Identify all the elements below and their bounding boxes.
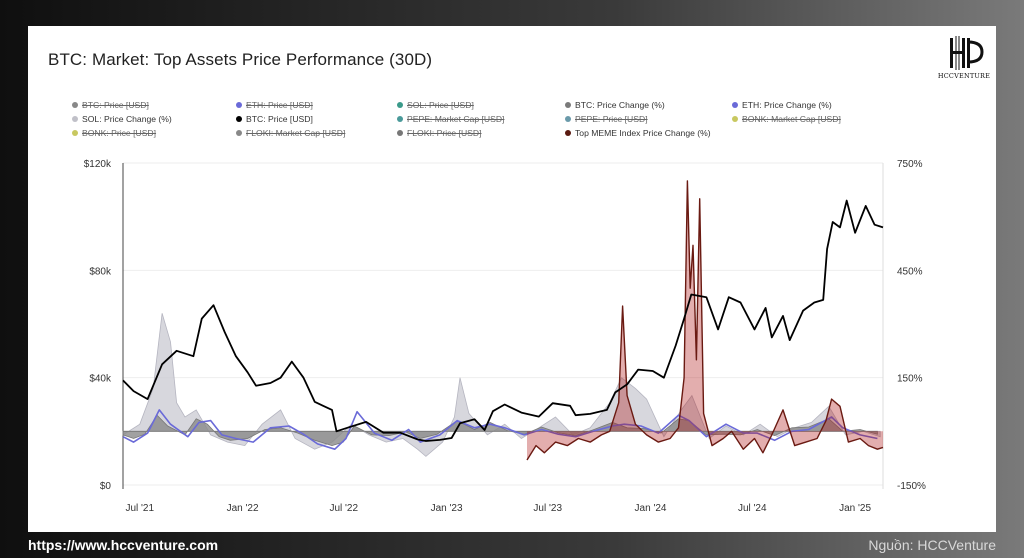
hcc-monogram-icon: [950, 36, 984, 70]
legend-swatch: [565, 130, 571, 136]
series-meme-index-line: [526, 180, 884, 461]
y-left-tick-label: $80k: [89, 266, 112, 277]
legend-item[interactable]: BTC: Price [USD]: [72, 100, 149, 110]
legend-label: BTC: Price Change (%): [575, 100, 665, 110]
legend-label: FLOKI: Price [USD]: [407, 128, 482, 138]
legend-label: ETH: Price [USD]: [246, 100, 313, 110]
logo-text: HCCVENTURE: [937, 72, 991, 80]
chart-title: BTC: Market: Top Assets Price Performanc…: [48, 50, 433, 69]
legend-swatch: [397, 116, 403, 122]
x-tick-label: Jul '23: [533, 503, 562, 514]
legend-item[interactable]: PEPE: Market Cap [USD]: [397, 114, 504, 124]
legend-item[interactable]: FLOKI: Price [USD]: [397, 128, 482, 138]
legend-swatch: [565, 102, 571, 108]
legend-label: BTC: Price [USD]: [82, 100, 149, 110]
legend-label: SOL: Price [USD]: [407, 100, 474, 110]
y-right-tick-label: 750%: [897, 159, 923, 170]
series-eth-price-change-line: [122, 409, 878, 450]
legend-swatch: [236, 102, 242, 108]
legend-swatch: [236, 116, 242, 122]
x-tick-label: Jan '23: [431, 503, 463, 514]
x-tick-label: Jul '22: [329, 503, 358, 514]
x-tick-label: Jul '21: [125, 503, 154, 514]
legend-swatch: [72, 130, 78, 136]
brand-logo: HCCVENTURE: [936, 34, 992, 82]
legend-label: FLOKI: Market Cap [USD]: [246, 128, 346, 138]
y-left-tick-label: $40k: [89, 374, 112, 385]
legend-label: BTC: Price [USD]: [246, 114, 313, 124]
legend-item[interactable]: BTC: Price [USD]: [236, 114, 313, 124]
y-right-tick-label: -150%: [897, 481, 926, 492]
legend-item[interactable]: FLOKI: Market Cap [USD]: [236, 128, 345, 138]
legend-swatch: [72, 102, 78, 108]
x-tick-label: Jan '25: [839, 503, 871, 514]
legend-swatch: [397, 130, 403, 136]
footer-url[interactable]: https://www.hccventure.com: [28, 537, 219, 553]
legend-swatch: [397, 102, 403, 108]
legend-label: ETH: Price Change (%): [742, 100, 832, 110]
legend-label: PEPE: Market Cap [USD]: [407, 114, 505, 124]
legend-item[interactable]: Top MEME Index Price Change (%): [565, 128, 711, 138]
series-btc-price-line: [122, 199, 884, 442]
legend-swatch: [732, 102, 738, 108]
x-tick-label: Jan '24: [635, 503, 667, 514]
chart-plot: $120k $80k $40k $0 750% 450% 150% -150% Jul '21 J…: [84, 159, 926, 514]
legend-swatch: [72, 116, 78, 122]
legend-item[interactable]: SOL: Price [USD]: [397, 100, 474, 110]
legend-label: PEPE: Price [USD]: [575, 114, 648, 124]
legend-item[interactable]: ETH: Price Change (%): [732, 100, 832, 110]
legend-item[interactable]: ETH: Price [USD]: [236, 100, 313, 110]
legend-item[interactable]: BONK: Market Cap [USD]: [732, 114, 841, 124]
legend-label: BONK: Market Cap [USD]: [742, 114, 841, 124]
legend-item[interactable]: PEPE: Price [USD]: [565, 114, 648, 124]
x-tick-label: Jul '24: [738, 503, 767, 514]
legend-swatch: [565, 116, 571, 122]
y-right-tick-label: 450%: [897, 266, 923, 277]
footer-source: Nguồn: HCCVenture: [868, 537, 996, 553]
y-left-tick-label: $0: [100, 481, 112, 492]
x-tick-label: Jan '22: [227, 503, 259, 514]
legend-item[interactable]: BTC: Price Change (%): [565, 100, 665, 110]
chart-card: BTC: Market: Top Assets Price Performanc…: [28, 26, 996, 532]
y-left-tick-label: $120k: [84, 159, 112, 170]
series-meme-index-area: [527, 180, 883, 460]
legend-label: BONK: Price [USD]: [82, 128, 157, 138]
legend-label: Top MEME Index Price Change (%): [575, 128, 711, 138]
legend-swatch: [236, 130, 242, 136]
legend-item[interactable]: BONK: Price [USD]: [72, 128, 156, 138]
legend-label: SOL: Price Change (%): [82, 114, 172, 124]
legend-swatch: [732, 116, 738, 122]
legend-item[interactable]: SOL: Price Change (%): [72, 114, 172, 124]
y-right-tick-label: 150%: [897, 374, 923, 385]
